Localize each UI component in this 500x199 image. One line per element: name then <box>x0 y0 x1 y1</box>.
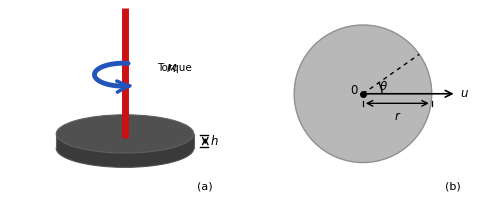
Text: Torque: Torque <box>158 63 196 73</box>
Text: $\it{h}$: $\it{h}$ <box>210 134 218 148</box>
Text: 0: 0 <box>350 84 358 97</box>
Polygon shape <box>56 134 194 167</box>
Text: $\it{r}$: $\it{r}$ <box>394 110 401 123</box>
Text: $\it{u}$: $\it{u}$ <box>460 87 469 100</box>
Ellipse shape <box>56 129 194 167</box>
Ellipse shape <box>56 115 194 153</box>
Text: (b): (b) <box>445 181 460 191</box>
Polygon shape <box>56 134 125 148</box>
Text: $\it{M}$: $\it{M}$ <box>166 62 177 74</box>
Text: $\theta$: $\theta$ <box>379 80 388 93</box>
Text: (a): (a) <box>198 181 213 191</box>
Circle shape <box>294 25 432 163</box>
Polygon shape <box>125 134 194 148</box>
